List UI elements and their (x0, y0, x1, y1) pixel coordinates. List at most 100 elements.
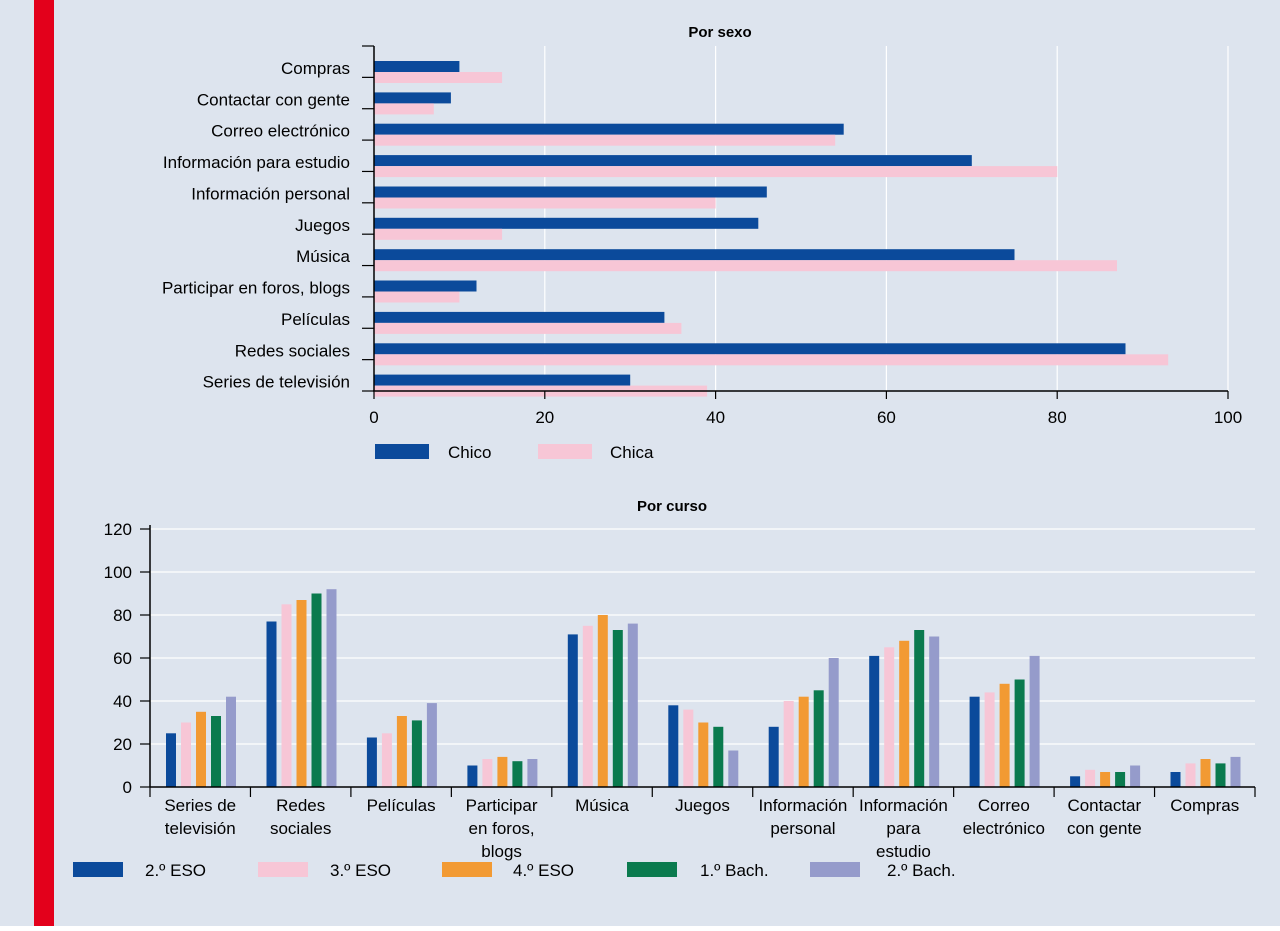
bar-1-bach-correo-electronico (1014, 679, 1025, 787)
bar-3-eso-redes-sociales (281, 604, 292, 788)
category-label-informacion-para-estudio-line-1: Información (859, 796, 948, 815)
bar-2-eso-musica (567, 634, 578, 787)
category-label-participar-en-foros-blogs-line-2: en foros, (469, 819, 535, 838)
bar-2-eso-informacion-personal (768, 726, 779, 787)
bar-chica-juegos (374, 228, 503, 240)
bar-4-eso-contactar-con-gente (1100, 772, 1111, 787)
bar-chico-redes-sociales (374, 343, 1126, 355)
bar-3-eso-informacion-para-estudio (884, 647, 895, 788)
y-tick-label-20: 20 (113, 735, 132, 754)
y-tick-label-0: 0 (123, 778, 132, 797)
bar-chica-correo-electronico (374, 134, 836, 146)
bar-4-eso-correo-electronico (999, 683, 1010, 787)
category-label-musica-line-1: Música (575, 796, 629, 815)
bar-3-eso-musica (582, 625, 593, 788)
chart-por-curso: Por curso 0 20 40 60 80 100 120 Series de telev… (73, 498, 1256, 880)
top-legend: Chico Chica (375, 443, 654, 462)
x-tick-label-60: 60 (877, 408, 896, 427)
bar-1-bach-informacion-personal (813, 690, 824, 788)
top-axes (362, 45, 1229, 399)
category-label-compras-line-1: Compras (1170, 796, 1239, 815)
bar-1-bach-redes-sociales (311, 593, 322, 787)
bar-2-eso-series-de-television (166, 733, 176, 788)
bar-chico-peliculas (374, 311, 665, 323)
bar-2-eso-informacion-para-estudio (869, 655, 880, 787)
legend-label-1-bach: 1.º Bach. (700, 861, 769, 880)
legend-swatch-2-bach (810, 862, 860, 877)
category-label-contactar-con-gente-line-1: Contactar (1067, 796, 1141, 815)
x-tick-label-100: 100 (1214, 408, 1242, 427)
legend-swatch-2-eso (73, 862, 123, 877)
category-label-redes-sociales: Redes sociales (235, 341, 350, 360)
bar-1-bach-participar-en-foros-blogs (512, 761, 523, 787)
bar-3-eso-peliculas (381, 733, 392, 788)
bar-chica-compras (374, 72, 503, 83)
chart-title-por-sexo: Por sexo (688, 24, 751, 41)
bar-chico-participar-en-foros-blogs (374, 280, 477, 292)
legend-label-chico: Chico (448, 443, 491, 462)
legend-swatch-4-eso (442, 862, 492, 877)
category-label-informacion-para-estudio-line-2: para (886, 819, 921, 838)
bar-3-eso-correo-electronico (984, 692, 995, 787)
legend-swatch-3-eso (258, 862, 308, 877)
category-label-musica: Música (296, 247, 350, 266)
x-tick-label-80: 80 (1048, 408, 1067, 427)
category-label-peliculas: Películas (281, 310, 350, 329)
bar-3-eso-contactar-con-gente (1085, 769, 1096, 787)
legend-swatch-1-bach (627, 862, 677, 877)
bar-2-eso-compras (1170, 772, 1181, 787)
bar-4-eso-informacion-para-estudio (899, 640, 910, 787)
bar-4-eso-peliculas (396, 716, 407, 787)
y-tick-label-120: 120 (104, 520, 132, 539)
bar-chica-contactar-con-gente (374, 103, 434, 115)
bar-1-bach-series-de-television (211, 716, 221, 787)
bar-3-eso-compras (1185, 763, 1196, 787)
bar-2-bach-correo-electronico (1029, 655, 1040, 787)
category-label-juegos: Juegos (295, 216, 350, 235)
category-label-informacion-para-estudio: Información para estudio (163, 153, 350, 172)
bar-chico-contactar-con-gente (374, 92, 451, 104)
bar-2-bach-series-de-television (226, 696, 236, 787)
bar-chico-musica (374, 249, 1015, 261)
bar-2-eso-peliculas (366, 737, 377, 787)
bar-1-bach-musica (612, 630, 623, 787)
bar-chica-participar-en-foros-blogs (374, 291, 460, 303)
bar-2-bach-redes-sociales (326, 589, 337, 787)
bar-2-eso-juegos (668, 705, 679, 787)
bar-chico-informacion-personal (374, 186, 767, 198)
bar-2-eso-participar-en-foros-blogs (467, 765, 478, 787)
bar-chico-informacion-para-estudio (374, 155, 972, 167)
bar-chica-peliculas (374, 322, 682, 334)
legend-label-2-eso: 2.º ESO (145, 861, 206, 880)
bar-chica-informacion-personal (374, 197, 716, 209)
bar-2-bach-musica (627, 623, 638, 787)
bar-4-eso-juegos (698, 722, 709, 787)
x-tick-label-0: 0 (369, 408, 378, 427)
bottom-y-tick-labels: 0 20 40 60 80 100 120 (104, 520, 132, 797)
chart-title-por-curso: Por curso (637, 498, 707, 515)
category-label-correo-electronico-line-2: electrónico (963, 819, 1045, 838)
category-label-redes-sociales-line-1: Redes (276, 796, 325, 815)
bar-chica-informacion-para-estudio (374, 166, 1058, 178)
category-label-informacion-para-estudio-line-3: estudio (876, 842, 931, 861)
legend-swatch-chica (538, 444, 592, 459)
legend-label-4-eso: 4.º ESO (513, 861, 574, 880)
category-label-participar-en-foros-blogs-line-3: blogs (481, 842, 522, 861)
legend-label-chica: Chica (610, 443, 654, 462)
bar-1-bach-informacion-para-estudio (914, 630, 925, 787)
legend-label-3-eso: 3.º ESO (330, 861, 391, 880)
top-bars (374, 61, 1169, 397)
category-label-informacion-personal-line-2: personal (770, 819, 835, 838)
bar-chica-musica (374, 260, 1117, 272)
category-label-participar-en-foros-blogs-line-1: Participar (466, 796, 538, 815)
bottom-legend: 2.º ESO 3.º ESO 4.º ESO 1.º Bach. 2.º Ba… (73, 861, 956, 880)
category-label-compras: Compras (281, 59, 350, 78)
bar-2-bach-informacion-personal (828, 658, 839, 787)
bar-1-bach-peliculas (411, 720, 422, 787)
bar-2-bach-compras (1230, 756, 1241, 787)
top-category-labels: Compras Contactar con gente Correo electró… (162, 59, 351, 392)
category-label-series-de-television-line-2: televisión (165, 819, 236, 838)
bar-2-eso-redes-sociales (266, 621, 277, 787)
category-label-juegos-line-1: Juegos (675, 796, 730, 815)
